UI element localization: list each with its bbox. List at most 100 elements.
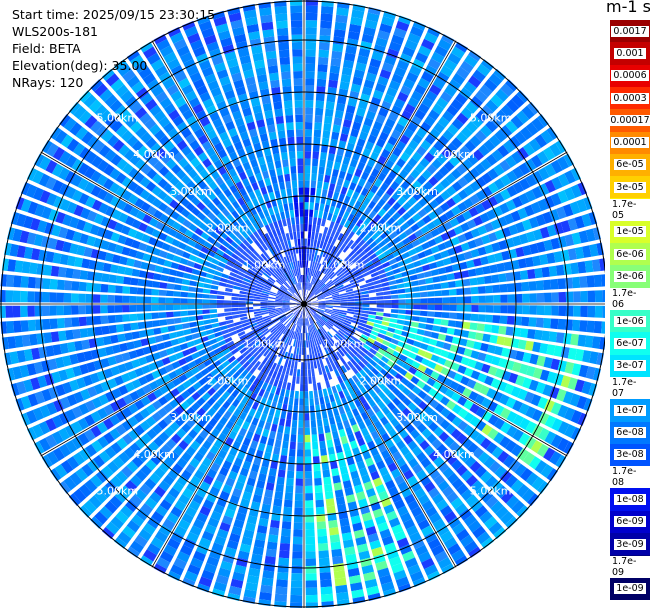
range-gate — [528, 317, 537, 327]
range-gate — [14, 260, 24, 273]
range-gate — [69, 379, 80, 392]
range-gate — [479, 84, 493, 98]
range-gate — [261, 459, 270, 468]
range-gate — [387, 135, 398, 146]
range-gate — [261, 338, 268, 345]
range-gate — [602, 305, 605, 318]
range-gate — [267, 124, 276, 133]
range-gate — [262, 570, 275, 579]
range-gate — [13, 320, 22, 333]
range-gate — [474, 203, 486, 214]
range-gate — [333, 247, 340, 255]
range-gate — [71, 158, 84, 172]
range-gate — [265, 351, 272, 359]
range-gate — [525, 340, 534, 351]
range-gate — [420, 298, 428, 304]
range-gate — [271, 273, 279, 280]
range-gate — [306, 340, 309, 348]
range-gate — [407, 207, 417, 217]
range-gate — [384, 266, 393, 273]
range-gate — [331, 327, 338, 333]
range-gate — [500, 511, 514, 525]
range-gate — [386, 253, 395, 261]
range-gate — [289, 314, 295, 321]
range-gate — [451, 459, 463, 471]
range-gate — [313, 136, 321, 145]
range-gate — [201, 392, 211, 402]
range-gate — [481, 363, 491, 374]
range-gate — [326, 372, 333, 380]
range-gate — [307, 318, 310, 326]
range-gate — [270, 264, 277, 272]
range-gate — [196, 407, 206, 417]
range-gate — [407, 564, 421, 576]
range-gate — [373, 385, 382, 395]
range-gate — [377, 348, 386, 356]
range-gate — [350, 242, 358, 250]
range-gate — [352, 4, 366, 12]
range-gate — [493, 68, 506, 81]
range-gate — [392, 397, 402, 407]
range-gate — [161, 242, 171, 251]
range-gate — [150, 536, 165, 549]
range-gate — [228, 326, 236, 333]
range-gate — [380, 325, 389, 331]
range-gate — [107, 219, 118, 230]
range-gate — [189, 321, 197, 328]
range-gate — [108, 274, 117, 284]
range-gate — [305, 78, 315, 86]
range-gate — [386, 186, 395, 196]
range-gate — [77, 162, 90, 176]
range-gate — [90, 170, 102, 183]
range-gate — [216, 308, 225, 313]
range-gate — [73, 105, 87, 120]
range-gate — [578, 230, 589, 244]
range-gate — [226, 260, 235, 268]
range-gate — [363, 245, 372, 254]
range-gate — [340, 338, 347, 345]
range-gate — [228, 344, 237, 352]
range-gate — [551, 305, 559, 316]
range-gate — [200, 354, 210, 362]
range-gate — [85, 444, 97, 457]
range-gate — [180, 298, 188, 304]
range-gate — [311, 339, 315, 347]
range-gate — [327, 190, 334, 199]
range-gate — [375, 352, 384, 360]
range-gate — [267, 278, 275, 284]
range-gate — [183, 538, 196, 550]
range-gate — [455, 503, 468, 516]
range-gate — [266, 415, 274, 424]
range-gate — [349, 417, 357, 426]
range-gate — [163, 414, 174, 425]
range-gate — [269, 430, 276, 440]
range-gate — [291, 308, 299, 313]
range-gate — [324, 312, 332, 316]
range-gate — [194, 357, 203, 366]
range-gate — [348, 135, 357, 145]
range-gate — [434, 194, 445, 205]
range-gate — [293, 522, 303, 530]
range-gate — [154, 530, 168, 543]
range-gate — [421, 557, 435, 570]
range-gate — [325, 432, 332, 441]
range-gate — [275, 307, 283, 310]
range-gate — [492, 206, 503, 217]
range-gate — [101, 273, 110, 283]
range-gate — [150, 142, 162, 154]
range-gate — [91, 397, 103, 409]
range-gate — [237, 271, 246, 277]
range-gate — [178, 373, 188, 383]
range-gate — [305, 587, 318, 596]
range-gate — [160, 153, 172, 165]
range-gate — [314, 353, 319, 361]
range-gate — [329, 273, 337, 280]
range-gate — [433, 171, 444, 182]
range-gate — [293, 529, 303, 537]
range-gate — [481, 199, 492, 211]
range-gate — [69, 216, 80, 229]
range-gate — [304, 231, 308, 239]
range-gate — [456, 253, 466, 262]
range-gate — [408, 366, 418, 375]
range-gate — [229, 330, 238, 337]
